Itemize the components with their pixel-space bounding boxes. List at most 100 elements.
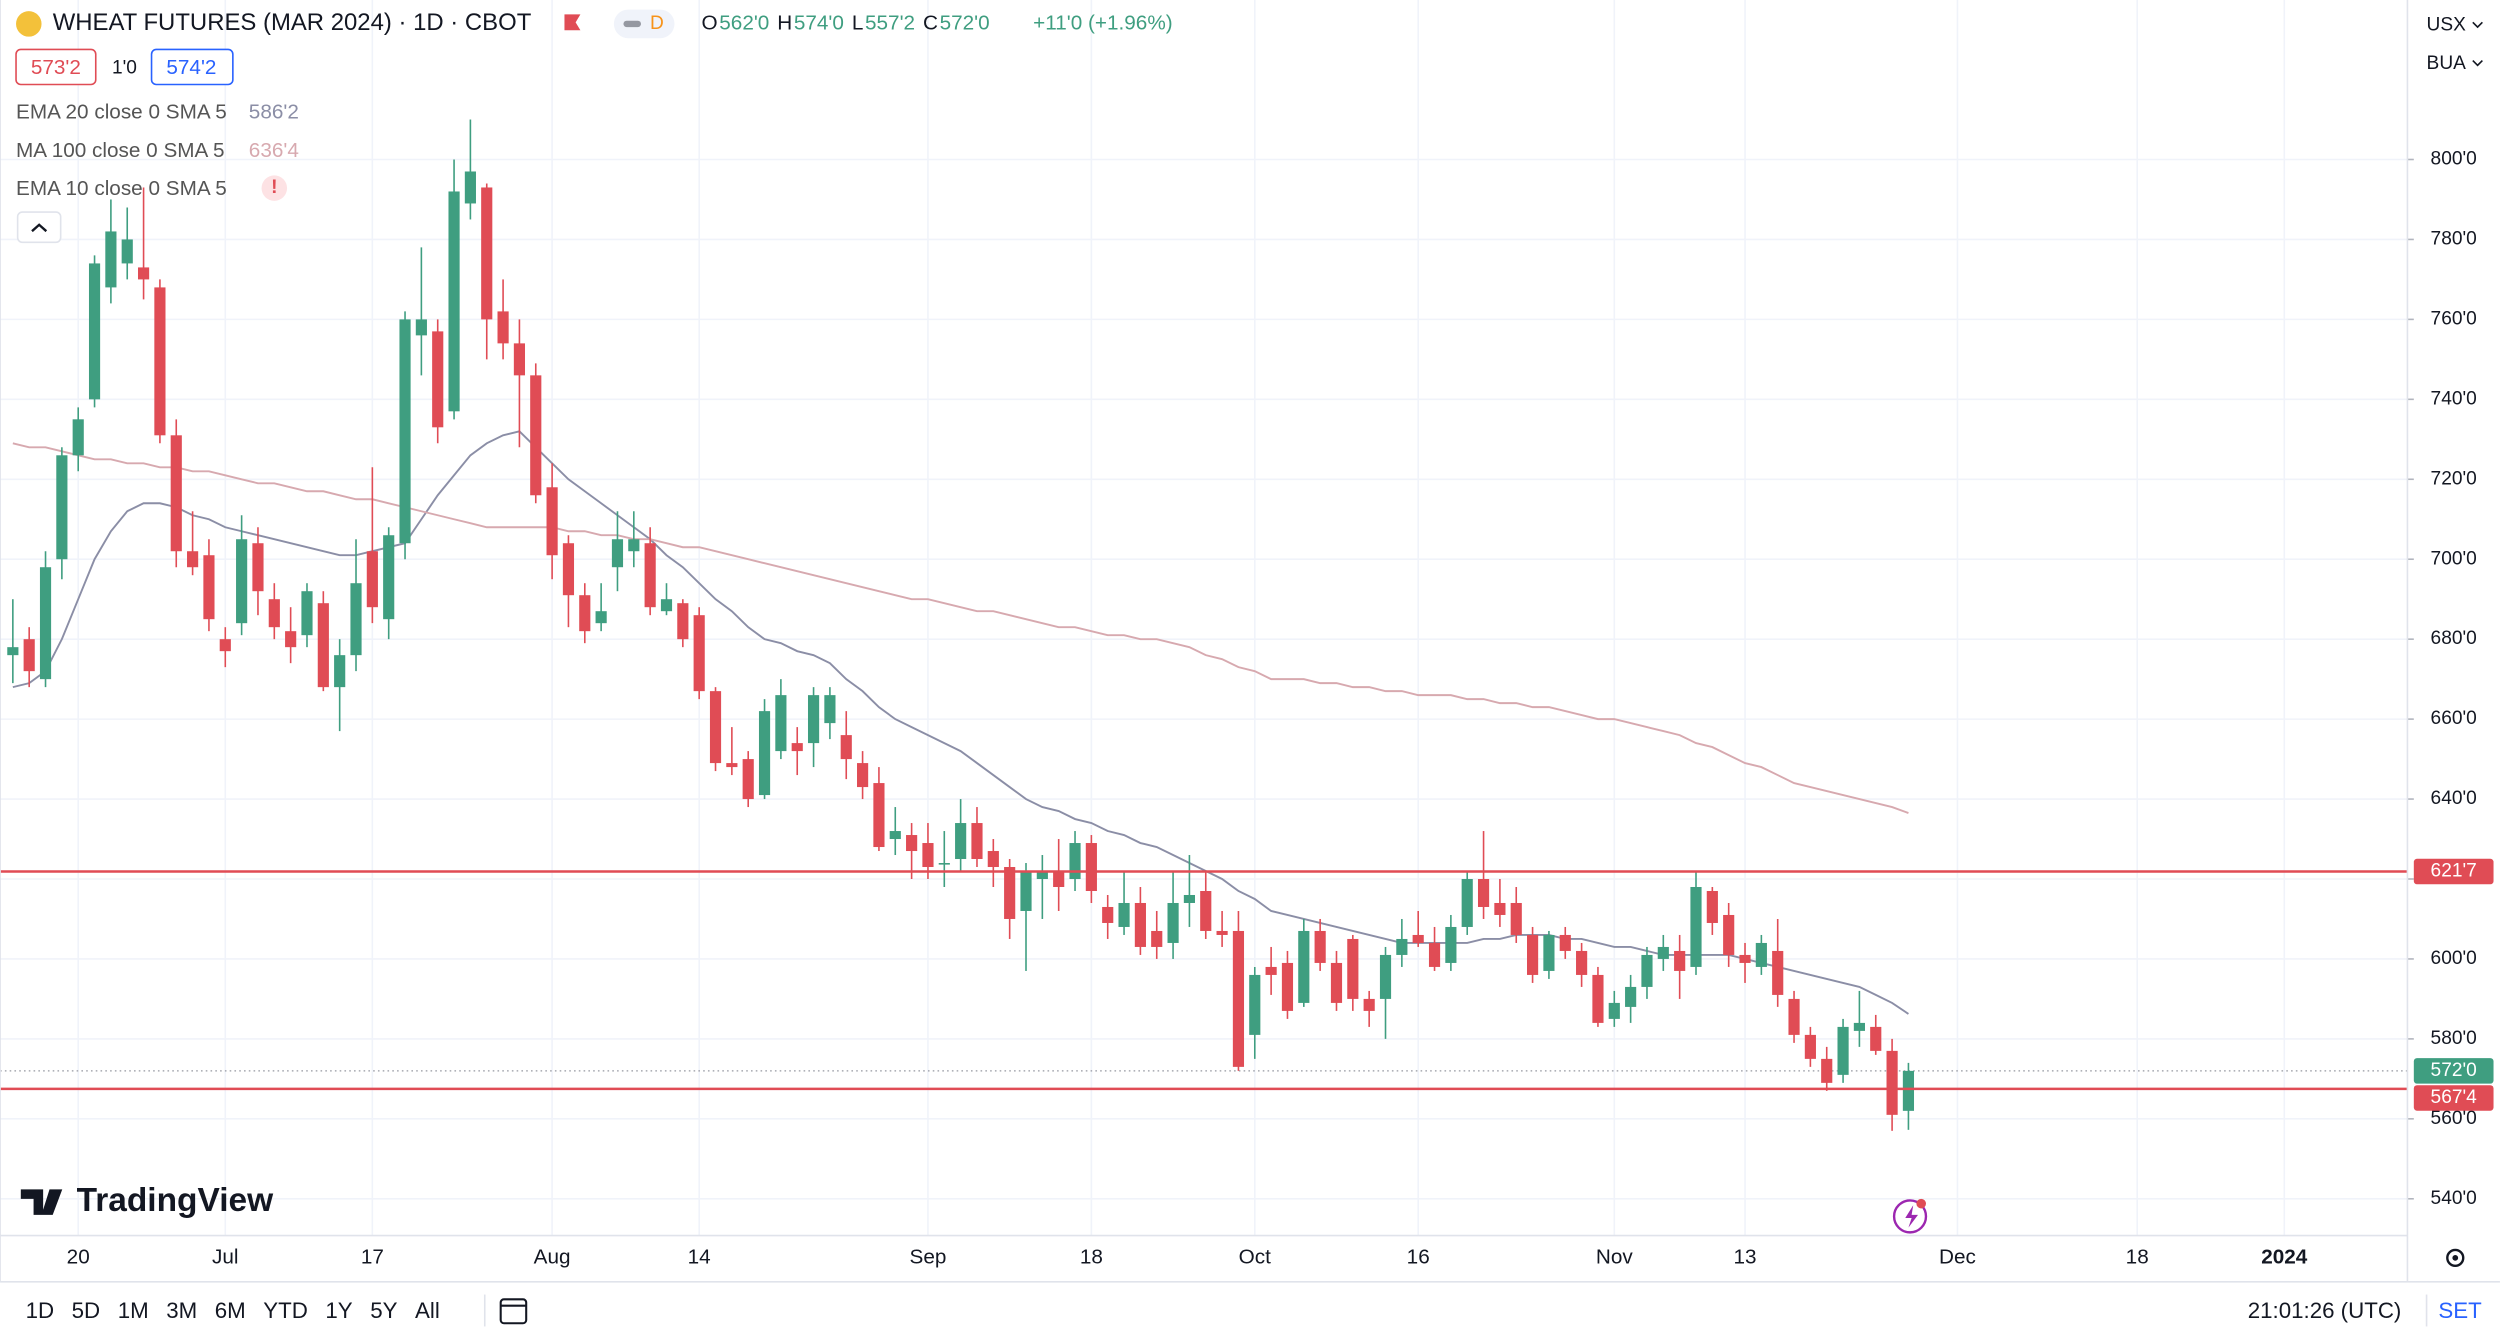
range-button[interactable]: 3M [166, 1298, 197, 1323]
range-button[interactable]: 6M [215, 1298, 246, 1323]
range-button[interactable]: 1D [26, 1298, 55, 1323]
candle-body [39, 567, 52, 680]
candle-body [448, 191, 460, 412]
candle-body [579, 595, 591, 632]
collapse-button[interactable] [16, 211, 62, 244]
candle-body [693, 615, 705, 692]
candle-body [1069, 843, 1081, 880]
candle-body [366, 551, 378, 608]
candle-body [955, 823, 967, 860]
candle-body [971, 823, 983, 860]
candle-body [807, 695, 820, 744]
range-button[interactable]: 5D [72, 1298, 101, 1323]
range-button[interactable]: All [415, 1298, 440, 1323]
sell-price[interactable]: 573'2 [31, 56, 81, 79]
x-tick-label: Jul [212, 1245, 239, 1268]
legend-name[interactable]: MA 100 close 0 SMA 5 [16, 139, 224, 162]
caret [2472, 21, 2483, 29]
x-tick-label: 17 [361, 1245, 384, 1268]
candle-body [170, 435, 182, 552]
y-tick-label: 740'0 [2431, 388, 2477, 409]
legend-name[interactable]: EMA 10 close 0 SMA 5 [16, 177, 227, 200]
candle-body [1004, 867, 1016, 919]
candle-body [1510, 902, 1522, 935]
candle-body [1330, 962, 1343, 1003]
candle-body [154, 287, 166, 436]
candle-body [726, 763, 738, 768]
buy-button[interactable] [150, 48, 234, 86]
candle-body [1412, 934, 1424, 943]
candle-body [481, 187, 493, 320]
candle-body [1821, 1058, 1833, 1083]
price-label: 621'7 [2431, 861, 2477, 882]
candle-body [742, 759, 754, 800]
candle-body [252, 543, 264, 592]
candle-body [1020, 871, 1032, 911]
interval-badge: D [650, 13, 664, 34]
candle-body [1853, 1022, 1865, 1031]
candle-body [1559, 934, 1571, 951]
legend-name[interactable]: EMA 20 close 0 SMA 5 [16, 101, 227, 124]
change: +11'0 (+1.96%) [1033, 11, 1173, 34]
currency[interactable]: USX [2427, 15, 2467, 36]
candle-body [906, 835, 918, 852]
buy-price[interactable]: 574'2 [166, 56, 216, 79]
candle-body [1232, 930, 1245, 1067]
symbol-title: WHEAT FUTURES (MAR 2024) · 1D · CBOT [53, 9, 532, 36]
candle-body [791, 743, 803, 752]
x-tick-label: Sep [910, 1245, 947, 1268]
candle-body [1706, 890, 1718, 923]
alert-icon[interactable] [1892, 1199, 1928, 1234]
candle-body [1870, 1026, 1882, 1051]
range-button[interactable]: 5Y [370, 1298, 397, 1323]
last-price-label: 572'0 [2431, 1060, 2477, 1081]
candle-body [219, 639, 231, 652]
candle-body [1102, 906, 1114, 923]
unit[interactable]: BUA [2427, 53, 2467, 74]
candle-body [121, 239, 133, 264]
x-tick-label: Dec [1939, 1245, 1976, 1268]
candle-body [611, 539, 624, 568]
session[interactable]: SET [2438, 1298, 2482, 1323]
sell-button[interactable] [15, 48, 97, 86]
candle-body [709, 691, 722, 764]
candle-body [1363, 998, 1375, 1011]
range-button[interactable]: 1M [118, 1298, 149, 1323]
candle-body [1527, 934, 1539, 975]
logo-mark [20, 1189, 63, 1215]
x-tick-label: 2024 [2261, 1245, 2308, 1268]
indicator-line [12, 430, 1909, 1015]
candle-body [1396, 938, 1408, 955]
y-tick-label: 800'0 [2431, 149, 2477, 170]
y-tick-label: 720'0 [2431, 468, 2477, 489]
calendar-icon[interactable] [499, 1298, 528, 1325]
candle-body [1379, 954, 1392, 999]
candle-body [1543, 934, 1555, 971]
range-button[interactable]: 1Y [325, 1298, 352, 1323]
candle-body [1461, 879, 1473, 927]
legend-value: 636'4 [249, 139, 299, 162]
candle-body [530, 375, 542, 496]
clock[interactable]: 21:01:26 (UTC) [2248, 1298, 2402, 1323]
range-button[interactable]: YTD [263, 1298, 308, 1323]
warning-icon[interactable] [261, 175, 288, 201]
logo-text[interactable]: TradingView [77, 1182, 274, 1219]
candle-body [72, 419, 84, 456]
price-label-box [2413, 1085, 2494, 1111]
candle-body [1739, 954, 1751, 963]
candle-body [1134, 902, 1146, 947]
candle-body [1837, 1026, 1849, 1075]
candle-body [497, 311, 509, 344]
candle-body [1281, 962, 1294, 1011]
y-tick-label: 680'0 [2431, 628, 2477, 649]
flag-icon[interactable] [564, 14, 581, 31]
settings-icon[interactable] [2446, 1248, 2465, 1268]
candle-body [1167, 902, 1179, 943]
candle-body [7, 647, 19, 656]
indicator-line [12, 442, 1909, 814]
candle-body [889, 831, 901, 840]
y-tick-label: 780'0 [2431, 228, 2477, 249]
ohlc-key: C [923, 11, 938, 34]
